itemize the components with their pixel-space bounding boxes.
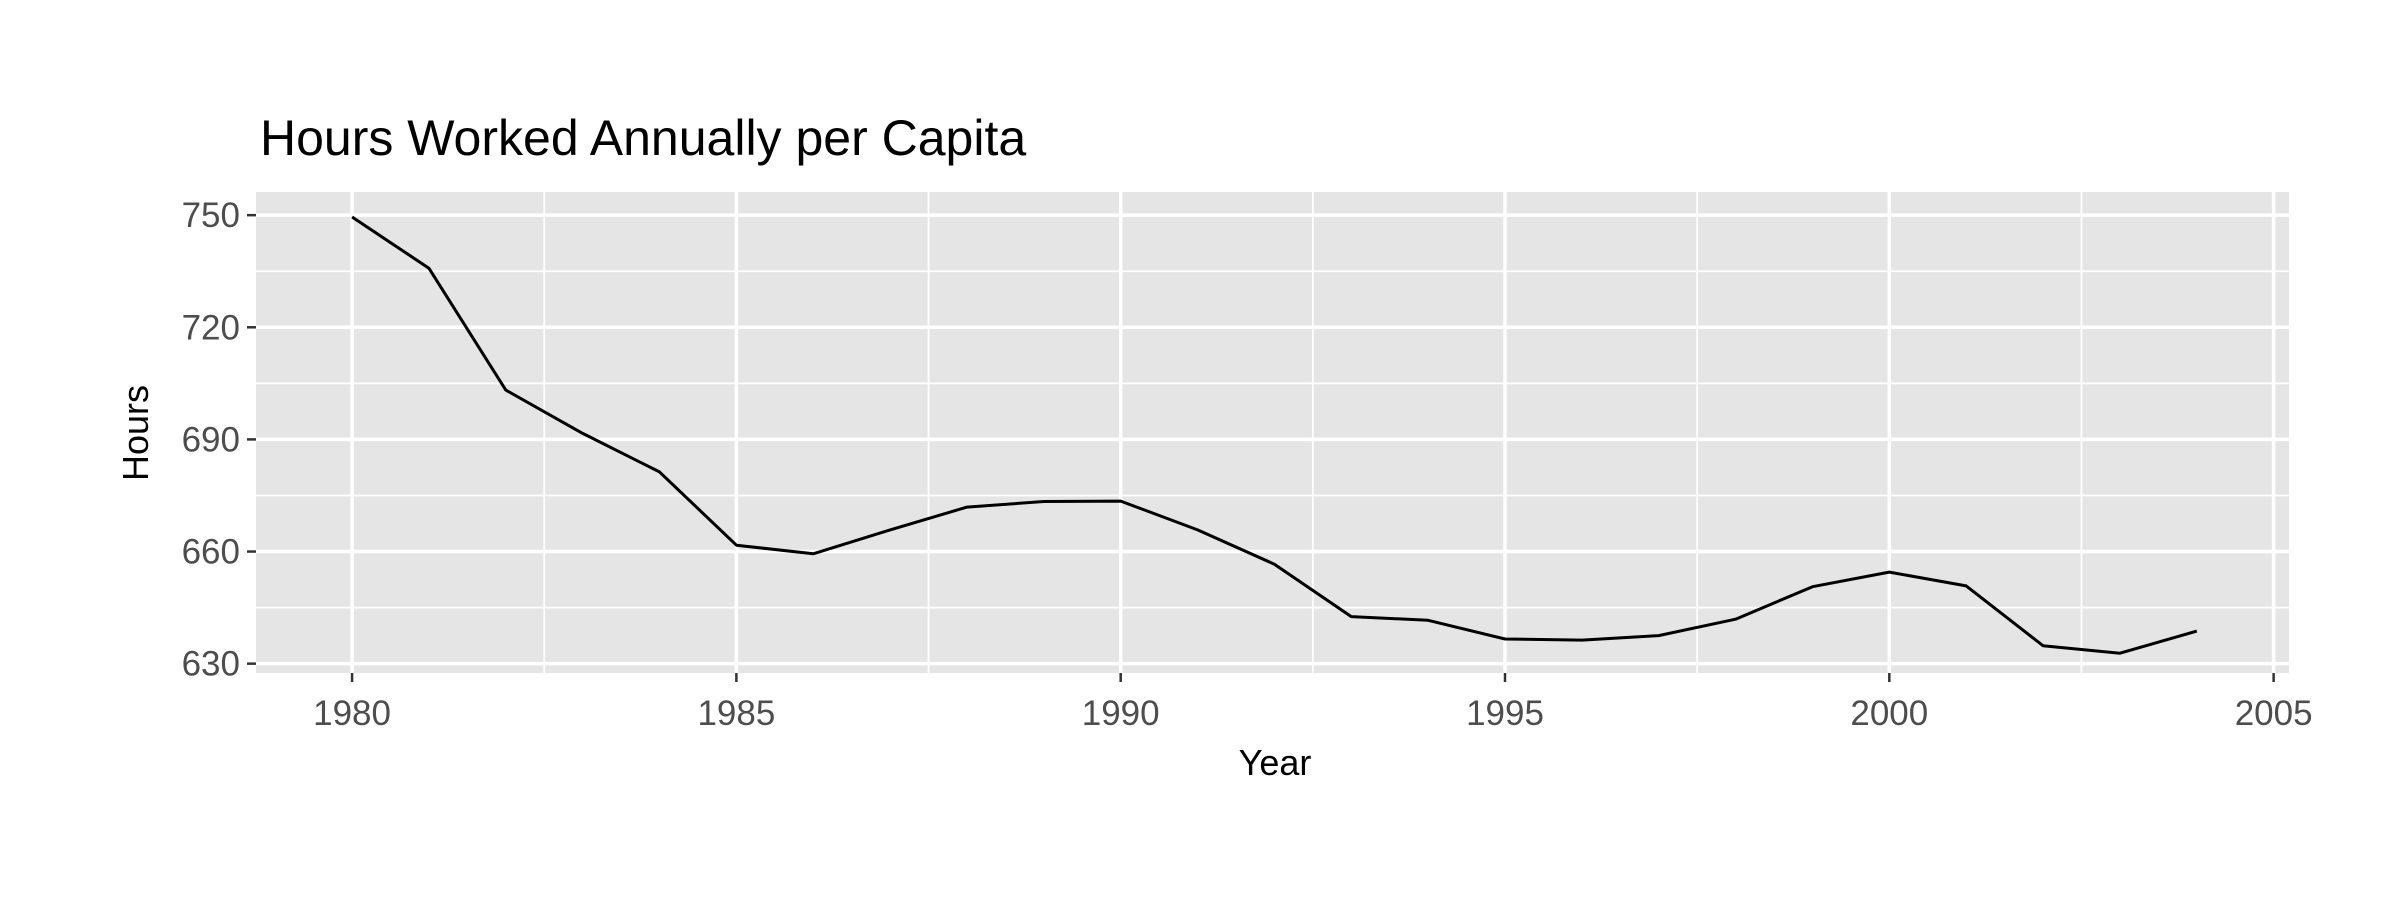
x-tick-label: 1980	[313, 694, 391, 733]
y-tick-label: 630	[182, 645, 240, 684]
x-tick-label: 2000	[1850, 694, 1928, 733]
chart-title: Hours Worked Annually per Capita	[260, 110, 1026, 166]
y-tick-label: 690	[182, 420, 240, 459]
y-tick-label: 750	[182, 196, 240, 235]
y-axis-title: Hours	[115, 385, 156, 481]
x-tick-label: 1990	[1082, 694, 1160, 733]
x-tick-label: 1985	[697, 694, 775, 733]
x-axis: 1980 1985 1990 1995 2000 2005	[313, 673, 2313, 733]
y-tick-label: 660	[182, 533, 240, 572]
x-axis-title: Year	[1239, 742, 1312, 783]
series-line	[351, 215, 2198, 655]
x-tick-label: 1995	[1466, 694, 1544, 733]
x-tick-label: 2005	[2235, 694, 2313, 733]
data-series	[351, 215, 2198, 655]
y-axis: 630 660 690 720 750	[182, 196, 256, 684]
minor-gridlines	[256, 192, 2289, 673]
plot-panel	[256, 192, 2289, 673]
y-tick-label: 720	[182, 308, 240, 347]
